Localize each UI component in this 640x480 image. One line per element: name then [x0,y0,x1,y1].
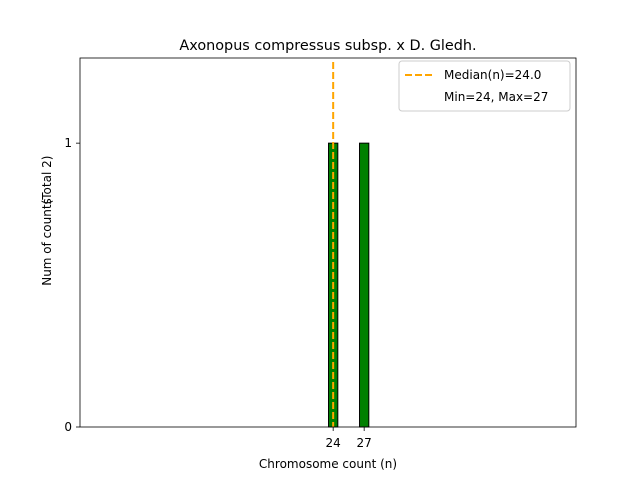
x-tick-label-24: 24 [326,436,341,450]
chart-title: Axonopus compressus subsp. x D. Gledh. [179,38,476,54]
legend: Median(n)=24.0 Min=24, Max=27 [398,60,571,112]
x-ticks: 24 27 [326,427,372,450]
y-ticks: 01 [64,136,80,434]
legend-minmax-label: Min=24, Max=27 [444,90,548,104]
y-tick-label-1: 1 [64,136,72,150]
plot-frame [79,57,577,428]
y-axis-total-label: (Total 2) [40,156,54,205]
x-tick-label-27: 27 [357,436,372,450]
y-axis-label: Num of counts [40,198,54,286]
x-axis-label: Chromosome count (n) [259,457,397,471]
legend-median-label: Median(n)=24.0 [444,68,541,82]
bar-27 [359,142,370,428]
y-tick-label-0: 0 [64,420,72,434]
legend-frame [398,60,571,112]
